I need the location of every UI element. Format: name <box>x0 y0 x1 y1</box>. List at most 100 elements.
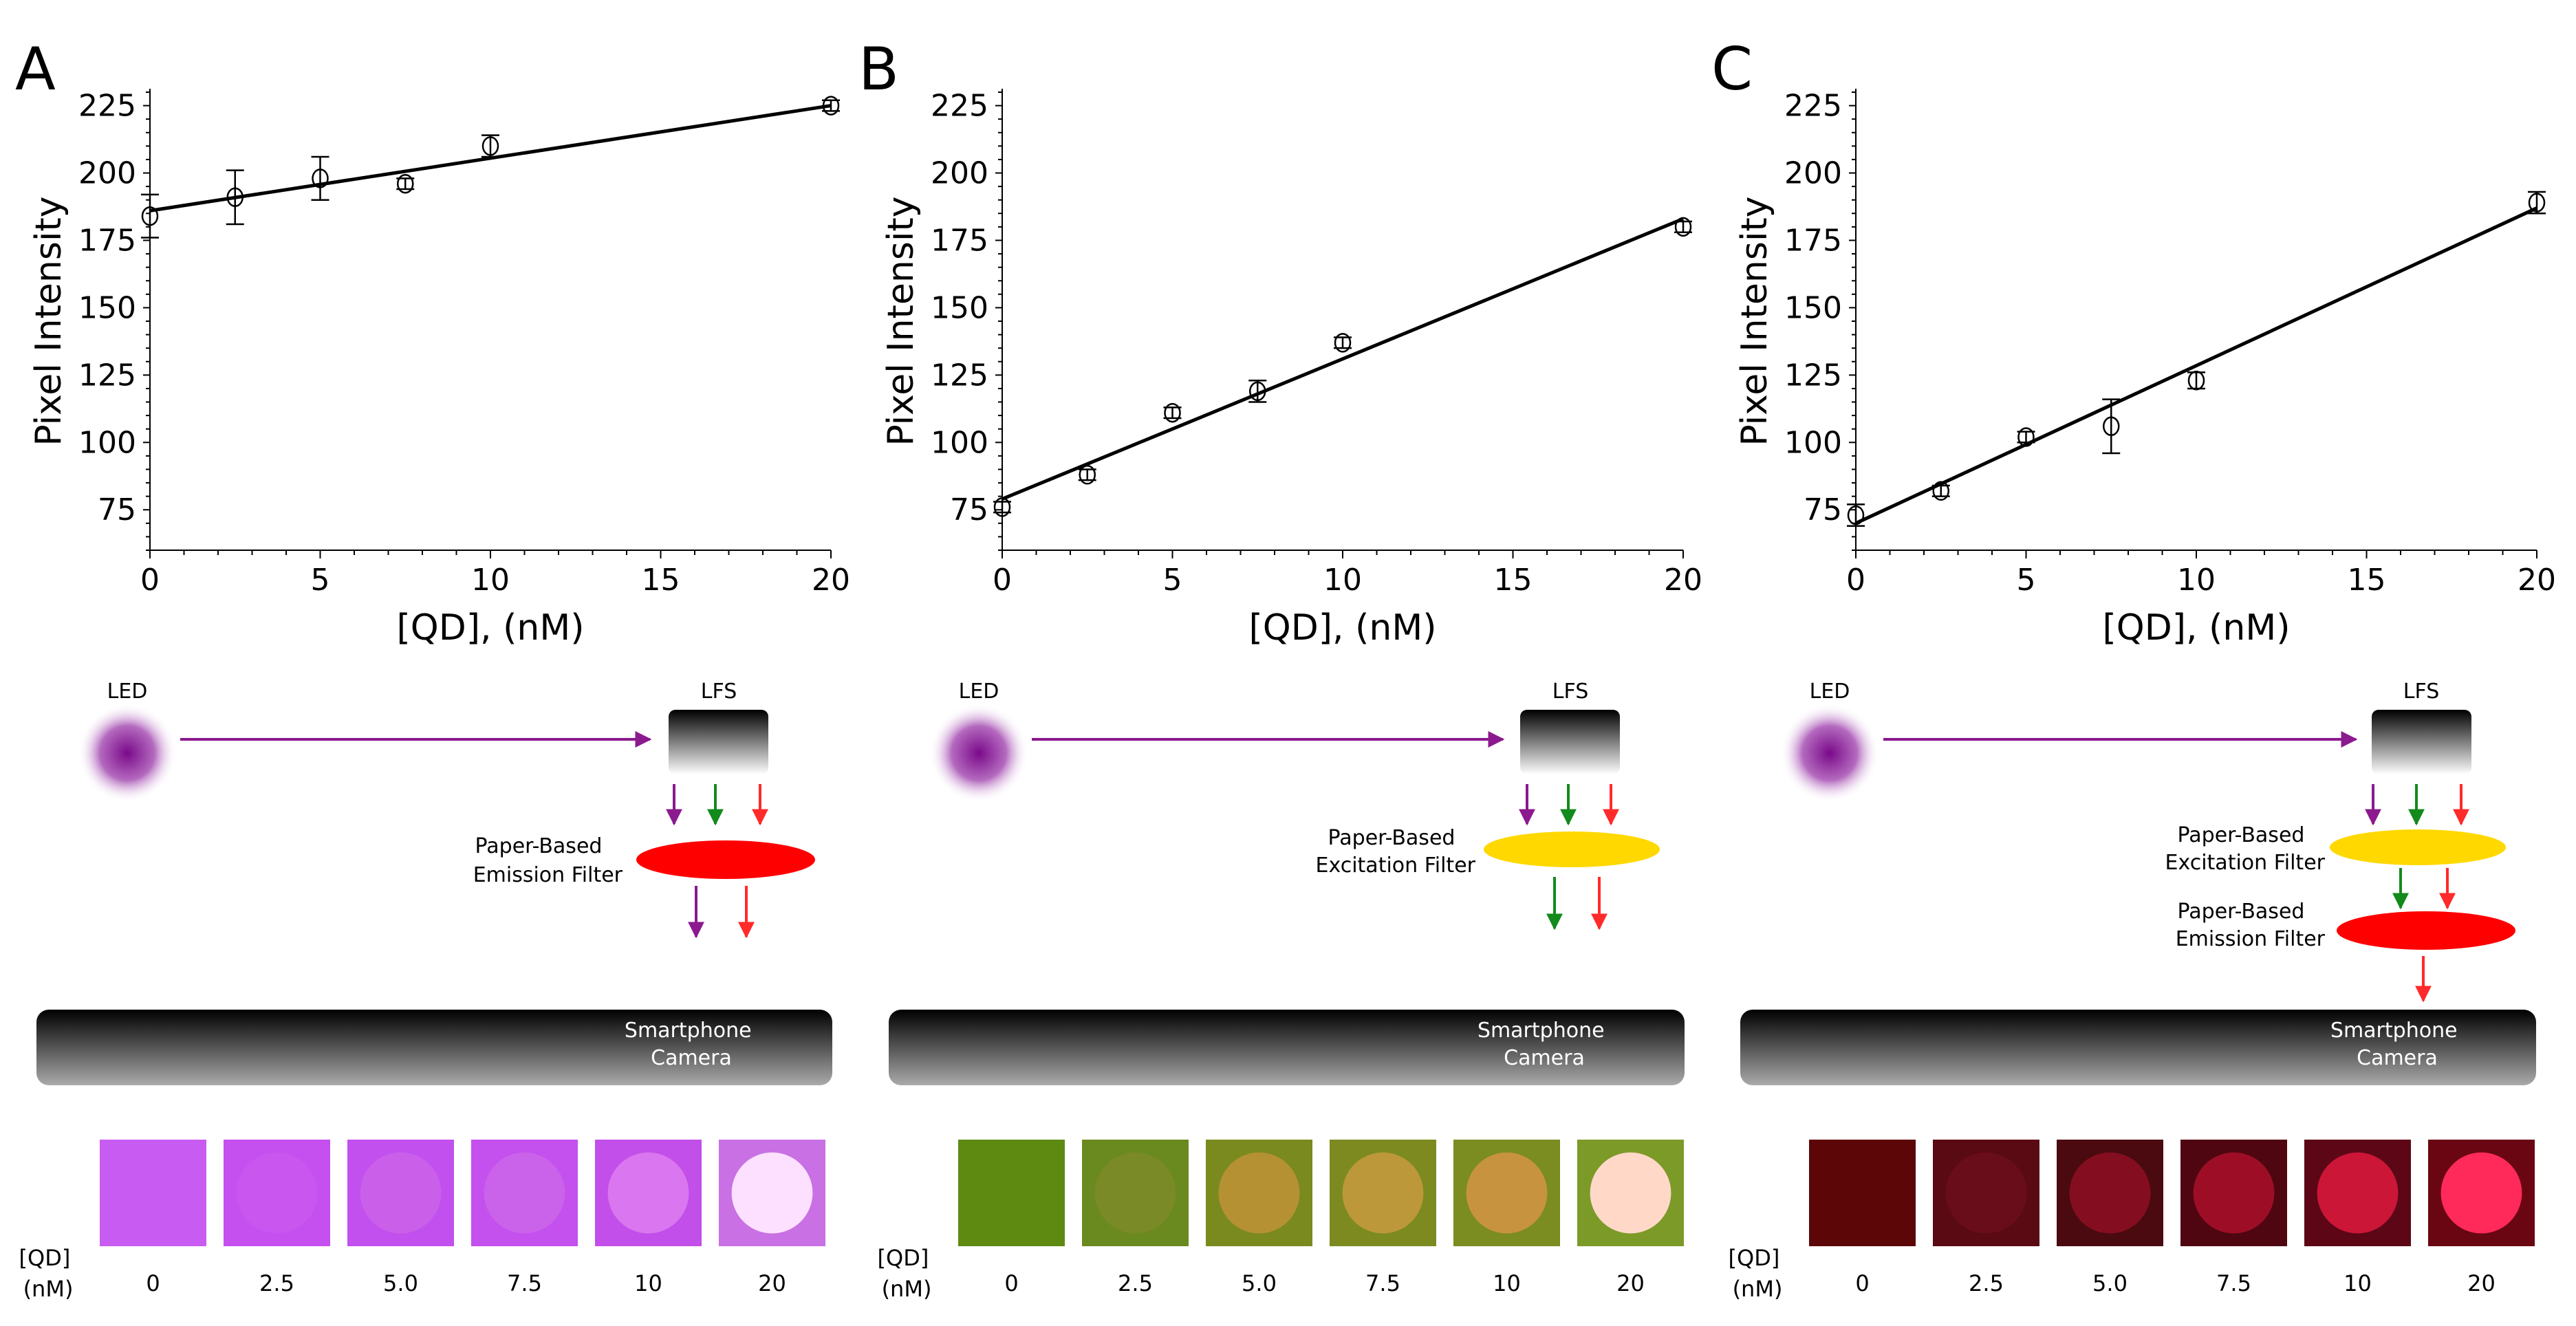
data-point <box>397 173 414 194</box>
data-point <box>1932 481 1949 501</box>
fluorescent-spot <box>607 1152 689 1234</box>
y-tick-label: 125 <box>78 358 136 393</box>
concentration-unit-line: [QD] <box>878 1245 929 1271</box>
filter-label-line: Paper-Based <box>475 834 603 858</box>
concentration-unit-label: [QD] (nM) <box>1729 1245 1787 1302</box>
x-tick-label: 10 <box>471 563 510 598</box>
x-tick-label: 15 <box>642 563 680 598</box>
concentration-unit-line: (nM) <box>882 1276 932 1302</box>
lfs-label: LFS <box>2403 680 2440 704</box>
smartphone-camera <box>1740 1010 2536 1085</box>
fluorescent-spot <box>2317 1152 2399 1234</box>
sample-photo <box>224 1140 330 1246</box>
data-point <box>312 169 329 188</box>
filter-label-line: Paper-Based <box>2178 900 2305 924</box>
data-point <box>481 136 499 156</box>
led-source <box>929 704 1028 803</box>
data-point <box>226 187 243 208</box>
y-tick-label: 100 <box>931 425 988 460</box>
camera-label-line: Camera <box>651 1046 732 1070</box>
concentration-unit-line: [QD] <box>19 1245 71 1271</box>
diagram-c: LED LFS Paper-Based Excitation Filter Pa… <box>1740 680 2536 1085</box>
fluorescent-spot <box>1945 1152 2027 1234</box>
x-tick-label: 0 <box>993 563 1012 598</box>
y-tick-label: 125 <box>1784 358 1842 393</box>
data-point <box>2017 427 2035 447</box>
concentration-label: 0 <box>1855 1270 1869 1296</box>
filter-label: Paper-Based Excitation Filter <box>2165 823 2326 875</box>
x-tick-label: 15 <box>1494 563 1533 598</box>
concentration-label: 2.5 <box>1969 1270 2004 1296</box>
fluorescent-spot <box>2193 1152 2275 1234</box>
concentration-label: 2.5 <box>259 1270 294 1296</box>
concentration-label: 20 <box>2467 1270 2496 1296</box>
concentration-unit-line: (nM) <box>23 1276 74 1302</box>
fit-line <box>1854 206 2538 525</box>
data-point <box>822 96 840 116</box>
lfs-label: LFS <box>1552 680 1589 704</box>
y-axis-label: Pixel Intensity <box>28 196 69 446</box>
x-axis-label: [QD], (nM) <box>2103 607 2291 649</box>
camera-label: Smartphone Camera <box>1478 1019 1611 1070</box>
led-label: LED <box>959 680 999 704</box>
y-tick-label: 225 <box>931 89 988 124</box>
concentration-label: 7.5 <box>507 1270 542 1296</box>
data-point <box>2103 416 2120 437</box>
concentration-label: 2.5 <box>1118 1270 1153 1296</box>
data-point <box>1674 217 1692 237</box>
filter-label-line: Excitation Filter <box>2165 851 2326 875</box>
fluorescent-spot <box>1218 1152 1300 1234</box>
concentration-label: 7.5 <box>1365 1270 1400 1296</box>
data-point <box>1164 402 1181 423</box>
lfs-label: LFS <box>701 680 737 704</box>
y-tick-label: 175 <box>78 223 136 258</box>
panel-letter: B <box>858 35 899 104</box>
filter-label: Paper-Based Emission Filter <box>473 834 623 887</box>
x-tick-label: 0 <box>1846 563 1865 598</box>
led-label: LED <box>1810 680 1850 704</box>
excitation-filter <box>1484 832 1660 867</box>
x-tick-label: 20 <box>812 563 850 598</box>
sample-photo <box>1809 1140 1916 1246</box>
fluorescent-spot <box>1094 1152 1176 1234</box>
lfs-strip <box>1520 710 1620 774</box>
x-axis-label: [QD], (nM) <box>1249 607 1437 649</box>
y-tick-label: 100 <box>1784 425 1842 460</box>
concentration-unit-label: [QD] (nM) <box>19 1245 78 1302</box>
filter-label-line: Emission Filter <box>473 863 623 887</box>
chart-c: 75 100 125 150 175 200 225 0 5 10 15 20 [QD], (nM) Pi… <box>1734 89 2556 649</box>
concentration-label: 10 <box>2344 1270 2372 1296</box>
data-point <box>1847 505 1865 525</box>
smartphone-camera <box>36 1010 832 1085</box>
camera-label-line: Smartphone <box>2330 1019 2458 1043</box>
diagram-a: LED LFS Paper-Based Emission Filter Smar… <box>36 680 832 1085</box>
x-tick-label: 5 <box>1163 563 1182 598</box>
fluorescent-spot <box>1466 1152 1548 1234</box>
excitation-filter <box>2330 829 2506 865</box>
concentration-label: 5.0 <box>1242 1270 1277 1296</box>
filter-label-line: Emission Filter <box>2176 927 2326 951</box>
data-point <box>141 206 159 226</box>
x-tick-label: 15 <box>2348 563 2386 598</box>
y-tick-label: 75 <box>98 492 136 528</box>
y-tick-label: 200 <box>78 156 136 191</box>
camera-label: Smartphone Camera <box>625 1019 758 1070</box>
filter-label: Paper-Based Emission Filter <box>2176 900 2326 951</box>
concentration-label: 20 <box>1616 1270 1645 1296</box>
filter-label-line: Paper-Based <box>1328 826 1455 850</box>
data-point <box>1249 381 1266 402</box>
fit-line <box>149 104 832 213</box>
data-point <box>993 497 1011 517</box>
x-tick-label: 10 <box>2177 563 2216 598</box>
filter-label-line: Paper-Based <box>2178 823 2305 847</box>
concentration-label: 20 <box>758 1270 786 1296</box>
concentration-label: 5.0 <box>2092 1270 2128 1296</box>
data-point <box>2528 193 2546 213</box>
fluorescent-spot <box>1342 1152 1424 1234</box>
tile-strip-a: 0 2.5 5.0 7.5 10 20 <box>100 1140 825 1296</box>
fluorescent-spot <box>360 1152 442 1234</box>
